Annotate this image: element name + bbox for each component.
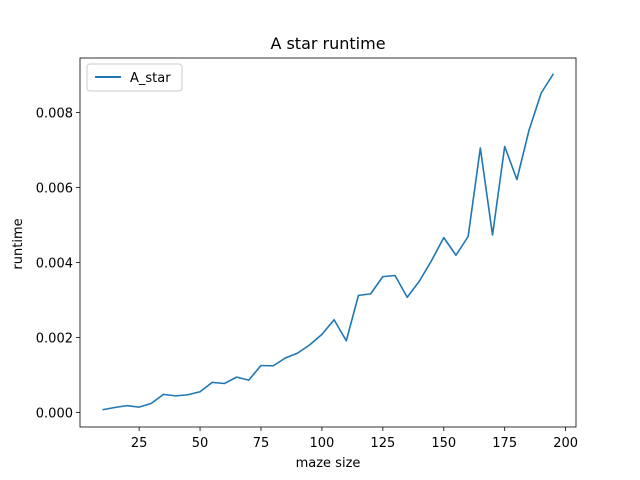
- y-axis-title: runtime: [11, 218, 26, 269]
- x-tick-label: 25: [131, 436, 148, 451]
- y-tick-label: 0.006: [36, 181, 73, 196]
- data-point: [113, 406, 116, 409]
- data-point: [515, 178, 518, 181]
- x-axis-title: maze size: [296, 456, 361, 471]
- x-tick-label: 50: [192, 436, 209, 451]
- data-point: [162, 393, 165, 396]
- data-point: [150, 402, 153, 405]
- data-point: [138, 406, 141, 409]
- data-point: [454, 254, 457, 257]
- x-tick-label: 150: [431, 436, 456, 451]
- data-point: [333, 318, 336, 321]
- x-tick-label: 175: [492, 436, 517, 451]
- chart-title: A star runtime: [270, 34, 385, 53]
- data-point: [272, 364, 275, 367]
- data-point: [235, 376, 238, 379]
- data-point: [552, 72, 555, 75]
- data-point: [284, 357, 287, 360]
- data-point: [467, 235, 470, 238]
- y-tick-label: 0.002: [36, 331, 73, 346]
- data-point: [296, 352, 299, 355]
- data-point: [479, 147, 482, 150]
- x-tick-label: 100: [309, 436, 334, 451]
- x-tick-label: 200: [553, 436, 578, 451]
- data-point: [503, 145, 506, 148]
- data-point: [430, 259, 433, 262]
- data-point: [394, 274, 397, 277]
- data-point: [345, 339, 348, 342]
- data-point: [491, 234, 494, 237]
- data-point: [442, 236, 445, 239]
- x-tick-label: 125: [370, 436, 395, 451]
- data-point: [381, 275, 384, 278]
- data-point: [320, 333, 323, 336]
- plot-area: 25 50 75 100 125 150 175 200 0.000 0.002 0.004 0.00…: [36, 57, 578, 451]
- legend: A_star: [86, 63, 183, 92]
- data-point: [101, 408, 104, 411]
- data-point: [211, 381, 214, 384]
- data-point: [418, 280, 421, 283]
- plot-frame: [79, 57, 577, 428]
- data-point: [223, 382, 226, 385]
- y-tick-label: 0.000: [36, 406, 73, 421]
- data-point: [357, 294, 360, 297]
- data-point: [259, 364, 262, 367]
- data-point: [406, 296, 409, 299]
- legend-label-a-star: A_star: [130, 71, 171, 86]
- y-tick-label: 0.008: [36, 106, 73, 121]
- data-point: [125, 404, 128, 407]
- data-point: [308, 343, 311, 346]
- data-point: [540, 91, 543, 94]
- y-tick-label: 0.004: [36, 256, 73, 271]
- series-line-a-star: [102, 73, 555, 411]
- data-point: [174, 394, 177, 397]
- data-point: [186, 393, 189, 396]
- data-point: [247, 379, 250, 382]
- data-point: [369, 292, 372, 295]
- legend-frame: [86, 63, 183, 92]
- data-point: [199, 390, 202, 393]
- data-point: [528, 129, 531, 132]
- x-tick-label: 75: [253, 436, 270, 451]
